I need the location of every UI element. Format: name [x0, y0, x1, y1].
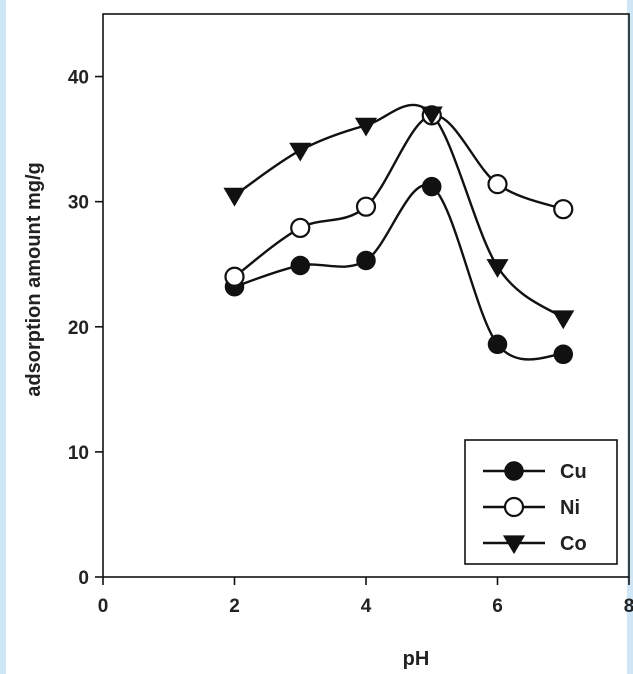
- data-point-co: [420, 106, 443, 126]
- y-tick-label: 20: [68, 318, 89, 339]
- x-axis-title: pH: [403, 648, 430, 670]
- series-markers: [223, 105, 575, 365]
- y-tick-label: 0: [78, 568, 89, 589]
- x-tick-label: 8: [624, 596, 633, 617]
- data-point-cu: [553, 344, 573, 365]
- series-line-cu: [234, 183, 564, 361]
- legend: Cu Ni Co: [464, 439, 618, 565]
- y-axis-title: adsorption amount mg/g: [23, 162, 45, 396]
- data-point-co: [486, 259, 509, 278]
- data-point-co: [223, 187, 246, 207]
- data-point-co: [354, 117, 378, 137]
- data-point-cu: [487, 334, 508, 355]
- data-point-cu: [356, 250, 376, 271]
- data-point-ni: [553, 199, 574, 220]
- x-tick-label: 0: [98, 596, 109, 617]
- x-tick-label: 4: [361, 596, 372, 617]
- legend-label-cu: Cu: [560, 461, 587, 483]
- data-point-cu: [290, 255, 310, 276]
- y-tick-label: 10: [68, 443, 89, 464]
- data-point-co: [552, 310, 575, 330]
- data-point-ni: [224, 266, 245, 287]
- x-tick-label: 6: [492, 596, 503, 617]
- legend-label-co: Co: [560, 533, 587, 555]
- series-curves: [233, 103, 564, 361]
- legend-marker-ni: [503, 496, 525, 518]
- legend-marker-cu: [504, 461, 524, 481]
- axes: 0 2 4 6 8 0 10 20 30 40: [68, 13, 633, 617]
- y-tick-label: 40: [68, 68, 89, 89]
- legend-marker-co: [502, 535, 526, 555]
- series-line-ni: [233, 114, 564, 278]
- y-tick-label: 30: [68, 193, 89, 214]
- data-point-ni: [290, 217, 311, 239]
- legend-box: [464, 439, 618, 565]
- data-point-ni: [355, 196, 377, 217]
- legend-label-ni: Ni: [560, 497, 580, 519]
- data-point-ni: [487, 174, 508, 195]
- data-point-cu: [422, 176, 442, 197]
- x-tick-label: 2: [229, 596, 240, 617]
- data-point-co: [289, 142, 312, 162]
